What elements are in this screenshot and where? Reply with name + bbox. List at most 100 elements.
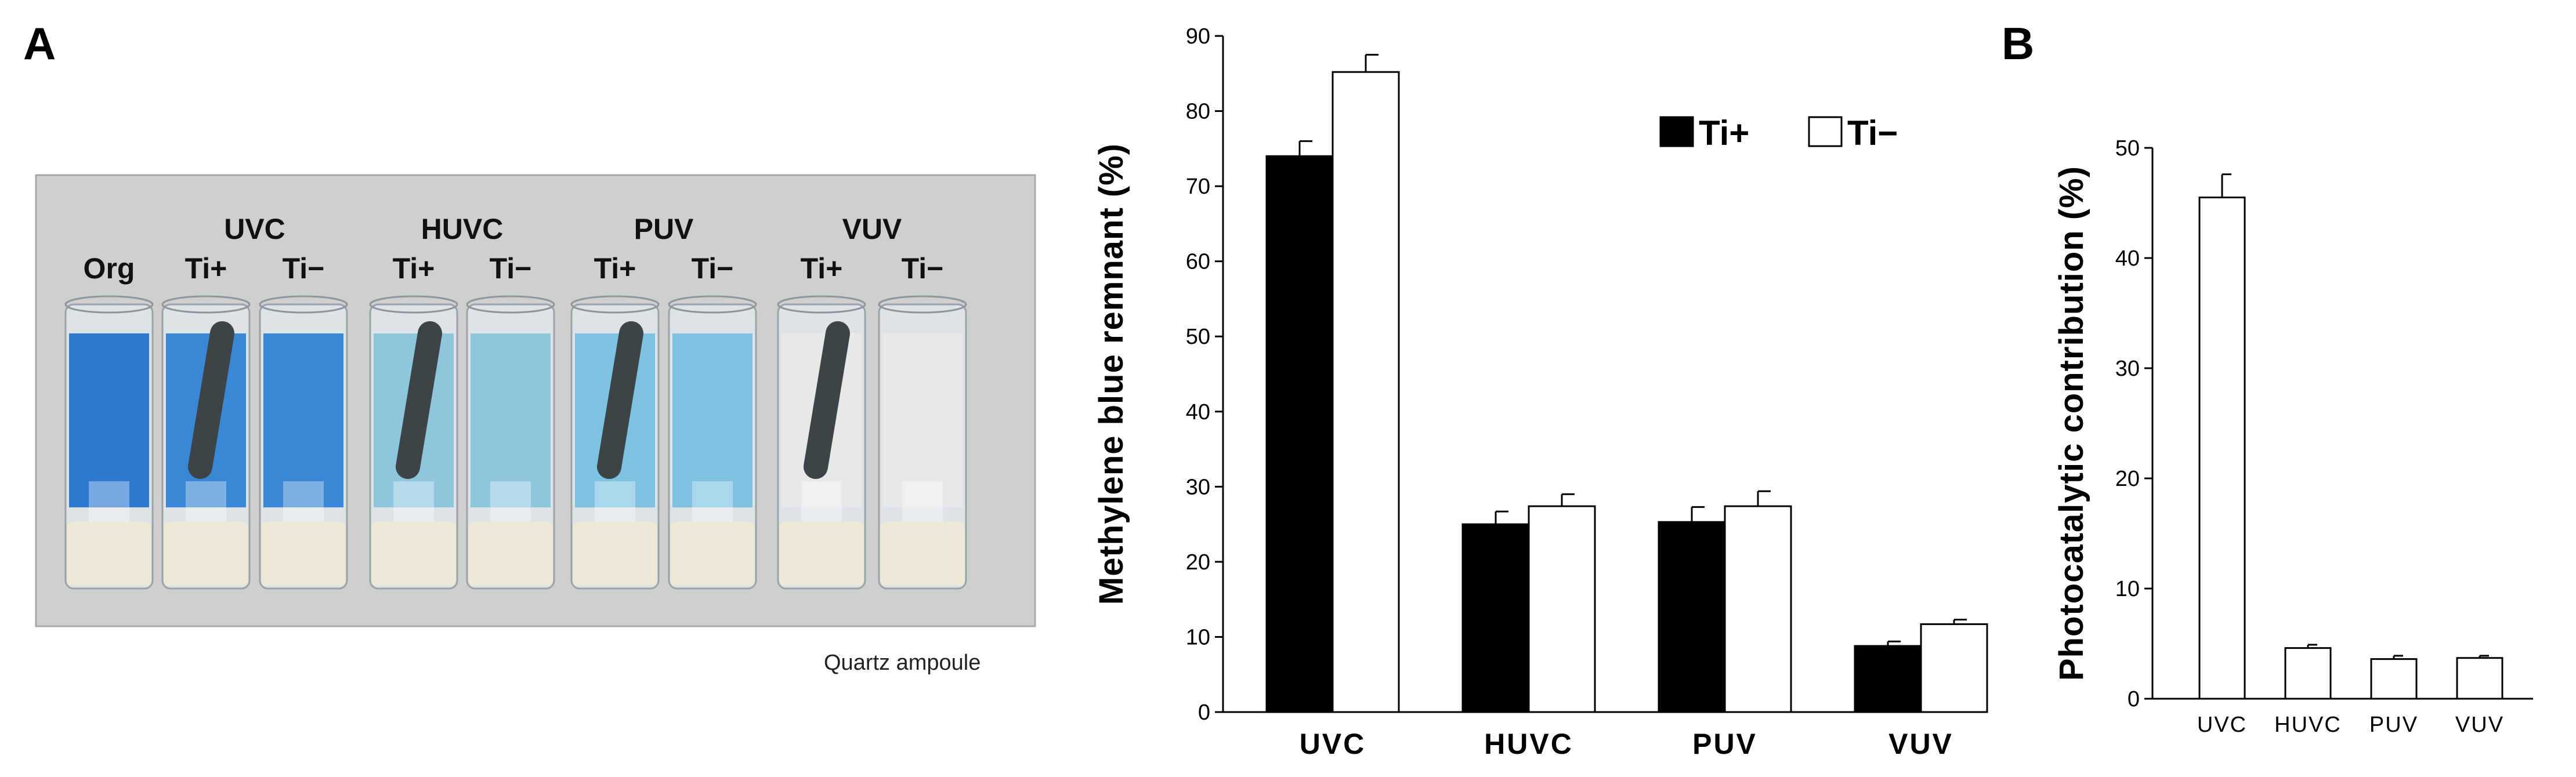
y-axis-title: Methylene blue remnant (%) [1092, 143, 1130, 605]
ti-label: Ti− [283, 252, 325, 285]
vial-base [164, 522, 248, 586]
y-tick-label: 0 [2128, 687, 2140, 711]
vial-rim [259, 295, 348, 314]
vial-liquid [471, 333, 551, 507]
group-label: UVC [224, 213, 285, 245]
vial-rim [161, 295, 251, 314]
vial [64, 295, 154, 590]
bar [1528, 505, 1596, 713]
y-tick-label: 40 [1186, 400, 1210, 424]
y-tick-label: 10 [2115, 577, 2140, 601]
ti-label: Ti+ [185, 252, 227, 285]
y-tick-label: 20 [1186, 550, 1210, 575]
panel-letter-b: B [2002, 18, 2034, 69]
vial-base [261, 522, 346, 586]
category-label: VUV [2455, 713, 2504, 737]
bar [2456, 657, 2503, 700]
ti-label: Ti+ [393, 252, 435, 285]
bar [2370, 658, 2418, 700]
vial-base [67, 522, 151, 586]
y-tick-label: 30 [1186, 475, 1210, 499]
vial-base [371, 522, 456, 586]
photo-caption: Quartz ampoule [824, 651, 981, 675]
panel-letter-a: A [23, 18, 56, 69]
vial [570, 295, 660, 590]
y-tick-label: 10 [1186, 625, 1210, 649]
y-tick-label: 0 [1198, 700, 1210, 725]
bar [1265, 155, 1334, 713]
vial-liquid [882, 333, 963, 507]
vial-liquid [69, 333, 149, 507]
vial-rim [777, 295, 866, 314]
ti-label: Ti+ [594, 252, 636, 285]
titanium-rod [396, 321, 442, 479]
titanium-rod [597, 321, 643, 479]
legend-label: Ti+ [1699, 114, 1749, 153]
y-tick-label: 20 [2115, 467, 2140, 491]
category-label: UVC [2197, 713, 2247, 737]
legend: Ti+ Ti− [1659, 114, 1898, 153]
vial [161, 295, 251, 590]
photocatalytic-chart: 0 10 20 30 40 50 Photocatalytic contribution (… [2053, 136, 2533, 737]
vial [668, 295, 757, 590]
y-tick-label: 60 [1186, 250, 1210, 274]
bar [2198, 197, 2246, 700]
category-label: PUV [1692, 728, 1757, 760]
methylene-blue-chart: 0 10 20 30 40 50 60 70 80 90 Methylene blue remnan… [1092, 24, 1988, 760]
category-label: HUVC [2274, 713, 2342, 737]
y-tick-label: 50 [2115, 136, 2140, 161]
group-label: VUV [842, 213, 902, 245]
y-tick-label: 80 [1186, 100, 1210, 124]
titanium-rod [188, 321, 234, 479]
vial-base [880, 522, 965, 586]
vial-base [670, 522, 755, 586]
vial-rim [64, 295, 154, 314]
vial-row [64, 295, 967, 590]
vial-base [573, 522, 657, 586]
bar [1920, 623, 1988, 713]
bar [1854, 645, 1922, 713]
legend-swatch [1659, 116, 1694, 147]
bar [1461, 523, 1530, 713]
vial-rim [369, 295, 458, 314]
y-tick-label: 90 [1186, 24, 1210, 49]
vial-rim [668, 295, 757, 314]
vial-liquid [672, 333, 752, 507]
vial [878, 295, 967, 590]
y-tick-label: 70 [1186, 175, 1210, 199]
category-label: PUV [2369, 713, 2418, 737]
y-tick-label: 30 [2115, 357, 2140, 381]
legend-item: Ti+ [1659, 114, 1749, 153]
bar [1332, 71, 1400, 713]
bar [1658, 521, 1726, 713]
category-label: HUVC [1484, 728, 1573, 760]
titanium-rod [804, 321, 850, 479]
vial-base [468, 522, 553, 586]
vial [466, 295, 555, 590]
ti-label: Ti+ [801, 252, 843, 285]
category-label: UVC [1300, 728, 1366, 760]
y-axis-title: Photocatalytic contribution (%) [2053, 166, 2090, 681]
bar [2284, 647, 2332, 700]
org-label: Org [84, 252, 135, 285]
legend-item: Ti− [1808, 114, 1898, 153]
bar [1724, 505, 1792, 713]
category-label: VUV [1888, 728, 1953, 760]
legend-label: Ti− [1847, 114, 1898, 153]
y-tick-label: 50 [1186, 325, 1210, 349]
vial [369, 295, 458, 590]
group-label: HUVC [421, 213, 504, 245]
vial-rim [466, 295, 555, 314]
y-tick-label: 40 [2115, 246, 2140, 271]
group-label: PUV [634, 213, 694, 245]
ti-label: Ti− [490, 252, 532, 285]
vial-rim [878, 295, 967, 314]
legend-swatch [1808, 116, 1843, 147]
vial [777, 295, 866, 590]
ti-label: Ti− [692, 252, 734, 285]
vial-base [779, 522, 864, 586]
vial-liquid [263, 333, 343, 507]
